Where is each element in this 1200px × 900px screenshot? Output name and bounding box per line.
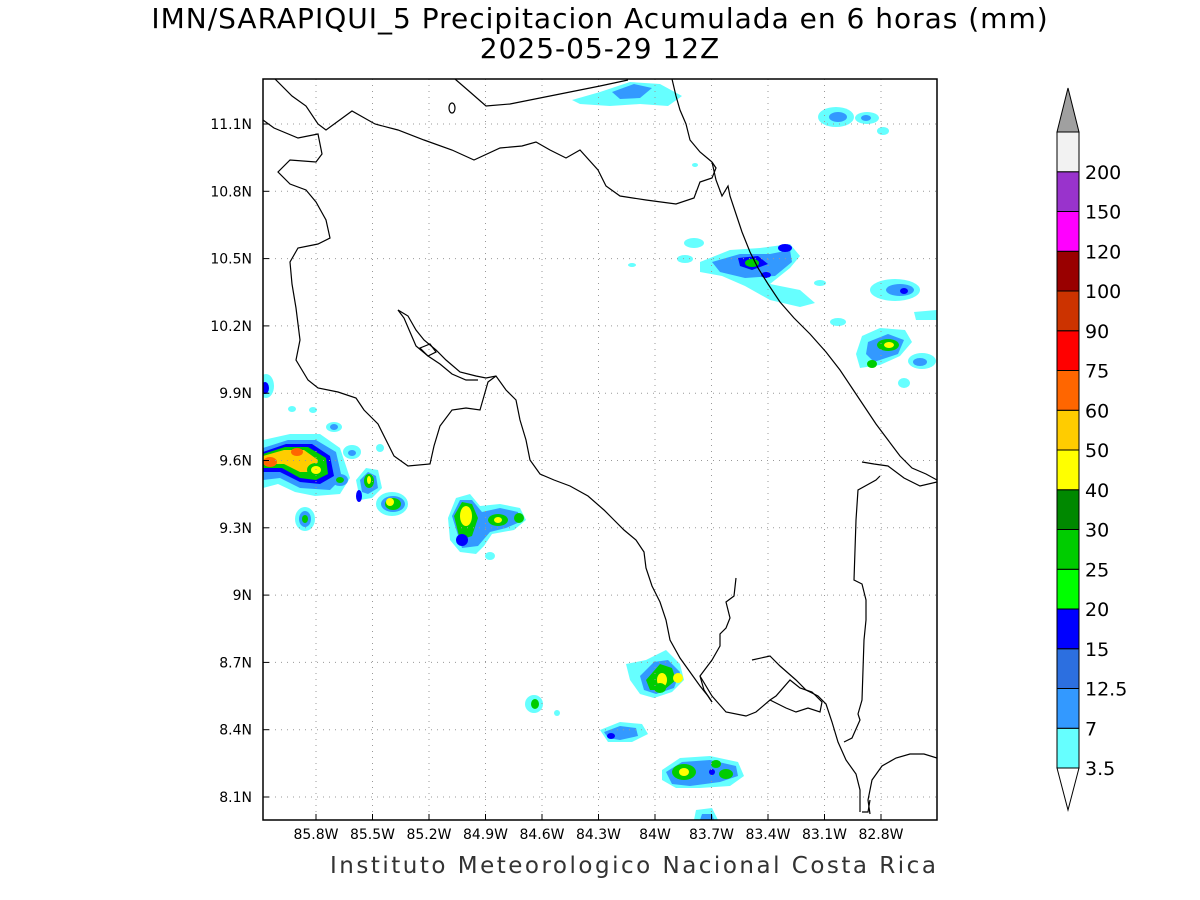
osa-peninsula (699, 577, 737, 703)
colorbar-label: 7 (1085, 718, 1097, 740)
precip-cell-85-6w (295, 422, 408, 531)
precip-cell-west-edge (263, 374, 350, 496)
precip-cell-north-top (572, 82, 698, 167)
lon-tick-label: 84.9W (463, 827, 508, 843)
burica-coast (751, 655, 861, 812)
lat-axis-labels: 11.1N 10.8N 10.5N 10.2N 9.9N 9.6N 9.3N 9N 8.7N 8.… (210, 117, 252, 806)
map-frame (262, 78, 938, 821)
lat-tick-label: 10.5N (210, 252, 252, 268)
north-border-line (274, 79, 717, 205)
panama-border-east (843, 475, 881, 743)
colorbar-label: 3.5 (1085, 758, 1115, 780)
colorbar-swatch (1056, 727, 1080, 769)
colorbar-label: 50 (1085, 440, 1109, 462)
colorbar-label: 150 (1085, 202, 1121, 224)
colorbar-label: 12.5 (1085, 679, 1127, 701)
panama-pacific-coast (867, 753, 937, 815)
golfo-dulce (699, 675, 823, 717)
colorbar-label: 200 (1085, 162, 1121, 184)
colorbar-swatch (1056, 449, 1080, 491)
colorbar-label: 120 (1085, 241, 1121, 263)
bocas-coast (861, 461, 937, 487)
guanacaste-coast (263, 119, 497, 467)
colorbar-legend: 3.5 7 12.5 15 20 25 30 40 50 60 75 90 100 120 150 200 (1056, 87, 1127, 812)
footer-credit: Instituto Meteorologico Nacional Costa R… (330, 853, 939, 879)
colorbar-label: 15 (1085, 639, 1109, 661)
lon-tick-label: 84W (639, 827, 671, 843)
lat-tick-label: 9.9N (219, 386, 252, 402)
precip-cell-south-84w (525, 650, 684, 742)
colorbar-label: 100 (1085, 281, 1121, 303)
colorbar-swatch (1056, 608, 1080, 650)
lon-tick-label: 85.8W (293, 827, 338, 843)
lat-tick-label: 9.6N (219, 454, 252, 470)
lat-tick-label: 9.3N (219, 521, 252, 537)
colorbar-swatch (1056, 370, 1080, 411)
lon-tick-label: 83.4W (745, 827, 790, 843)
nicaragua-caribbean-coast (454, 79, 629, 107)
colorbar-swatch (1056, 131, 1080, 173)
precip-cell-northeast (818, 107, 889, 135)
lon-tick-label: 83.1W (802, 827, 847, 843)
lon-axis-labels: 85.8W 85.5W 85.2W 84.9W 84.6W 84.3W 84W 83.7W 83… (293, 827, 903, 843)
precip-cell-10-5n (628, 238, 846, 326)
precip-cell-84-9w (448, 494, 526, 560)
lon-tick-label: 85.2W (406, 827, 451, 843)
lon-tick-label: 82.8W (858, 827, 903, 843)
colorbar-label: 30 (1085, 520, 1109, 542)
colorbar-swatch (1056, 330, 1080, 371)
lon-tick-label: 85.5W (350, 827, 395, 843)
nicoya-gulf-coast (397, 309, 713, 703)
colorbar-swatch (1056, 688, 1080, 729)
lon-tick-label: 83.7W (689, 827, 734, 843)
colorbar-swatch (1056, 211, 1080, 252)
colorbar-swatch (1056, 171, 1080, 212)
colorbar-swatch (1056, 529, 1080, 570)
colorbar-label: 60 (1085, 400, 1109, 422)
precip-field (263, 82, 937, 820)
burica-peninsula (862, 799, 871, 813)
lat-tick-label: 10.8N (210, 184, 252, 200)
colorbar-swatch (1056, 568, 1080, 610)
colorbar-swatch (1056, 409, 1080, 451)
colorbar-label: 20 (1085, 599, 1109, 621)
colorbar-label: 75 (1085, 361, 1109, 383)
colorbar-label: 40 (1085, 480, 1109, 502)
lat-tick-label: 10.2N (210, 319, 252, 335)
colorbar-label: 25 (1085, 559, 1109, 581)
colorbar-swatch (1056, 489, 1080, 530)
colorbar-swatch (1056, 250, 1080, 292)
colorbar-over-triangle (1056, 87, 1080, 133)
lat-tick-label: 8.4N (219, 723, 252, 739)
colorbar-swatch (1056, 648, 1080, 689)
rio-san-juan-line (671, 79, 713, 163)
colorbar-swatch (1056, 290, 1080, 332)
caribbean-coast (711, 161, 937, 481)
lat-tick-label: 8.7N (219, 655, 252, 671)
lat-tick-label: 11.1N (210, 117, 252, 133)
map-subtitle: 2025-05-29 12Z (479, 32, 721, 65)
precip-cell-83-7w (662, 756, 744, 820)
lake-island (448, 102, 456, 114)
lon-tick-label: 84.6W (519, 827, 564, 843)
precip-cell-east-coast (856, 279, 937, 388)
colorbar-label: 90 (1085, 321, 1109, 343)
lat-lon-grid (263, 79, 937, 820)
lat-tick-label: 9N (233, 588, 252, 604)
lat-tick-label: 8.1N (219, 790, 252, 806)
map-title: IMN/SARAPIQUI_5 Precipitacion Acumulada … (151, 2, 1049, 35)
chira-island (418, 343, 437, 357)
lon-tick-label: 84.3W (576, 827, 621, 843)
coastline-layer (263, 79, 937, 815)
colorbar-under-triangle (1056, 767, 1080, 812)
